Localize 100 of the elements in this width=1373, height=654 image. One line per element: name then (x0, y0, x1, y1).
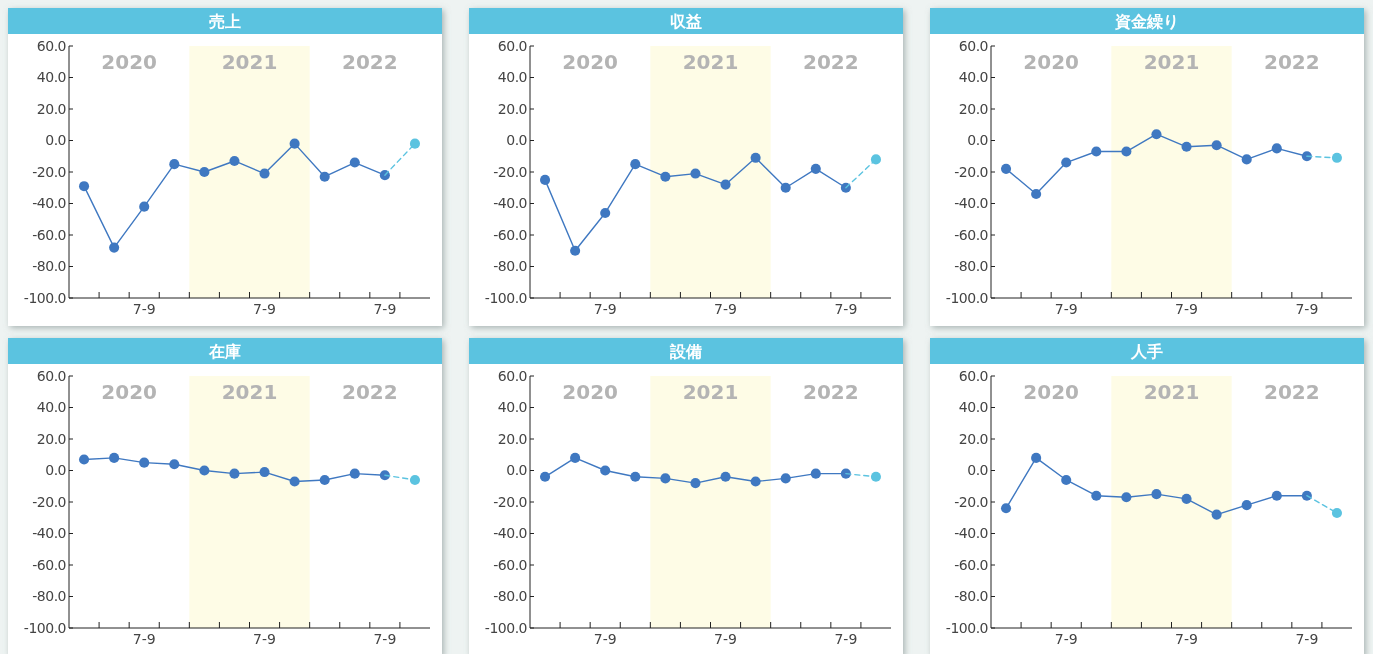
point (660, 473, 671, 484)
y-tick-label: -20.0 (954, 493, 988, 510)
y-tick-label: -100.0 (23, 619, 66, 636)
y-tick-label: 20.0 (36, 100, 66, 117)
annotation: 2022 (342, 380, 398, 404)
point (1331, 507, 1342, 519)
y-tick-label: -60.0 (32, 226, 66, 243)
y-tick-label: -100.0 (484, 289, 527, 306)
point (690, 168, 701, 179)
annotation: 2020 (562, 380, 618, 404)
point (780, 473, 791, 484)
y-tick-label: -100.0 (23, 289, 66, 306)
point (810, 468, 821, 479)
x-tick-label: 7-9 (834, 301, 858, 317)
point (1241, 500, 1252, 511)
chart-title: 在庫 (208, 342, 241, 361)
y-tick-label: -20.0 (32, 493, 66, 510)
point (1151, 129, 1162, 140)
y-tick-label: -60.0 (954, 226, 988, 243)
point (349, 157, 360, 168)
annotation: 2020 (101, 380, 157, 404)
y-tick-label: -20.0 (32, 163, 66, 180)
y-tick-label: -60.0 (493, 556, 527, 573)
point (1211, 509, 1222, 520)
point (600, 207, 611, 218)
annotation: 2021 (221, 50, 278, 74)
point (720, 179, 731, 190)
annotation: 2022 (1264, 380, 1320, 404)
point (1331, 152, 1342, 163)
point (750, 152, 761, 163)
point (720, 471, 731, 482)
annotation: 2021 (221, 380, 278, 404)
y-tick-label: 20.0 (36, 430, 66, 447)
point (690, 478, 701, 489)
annotation: 2021 (1143, 380, 1200, 404)
y-tick-label: -80.0 (32, 588, 66, 605)
x-tick-label: 7-9 (373, 631, 397, 647)
chart-title: 資金繰り (1114, 12, 1179, 31)
y-tick-label: -100.0 (945, 619, 988, 636)
point (409, 138, 420, 149)
y-tick-label: 60.0 (497, 367, 527, 384)
x-tick-label: 7-9 (1054, 301, 1078, 317)
x-tick-label: 7-9 (593, 301, 617, 317)
point (1091, 146, 1102, 157)
y-tick-label: -40.0 (32, 525, 66, 542)
x-tick-label: 7-9 (373, 301, 397, 317)
y-tick-label: 0.0 (967, 132, 988, 149)
point (570, 452, 581, 463)
point (259, 467, 270, 478)
y-tick-label: -40.0 (954, 525, 988, 542)
y-tick-label: -40.0 (954, 195, 988, 212)
y-tick-label: 60.0 (36, 367, 66, 384)
point (1001, 163, 1012, 174)
x-tick-label: 7-9 (1295, 631, 1319, 647)
y-tick-label: 40.0 (497, 69, 527, 86)
y-tick-label: -80.0 (32, 258, 66, 275)
point (1091, 490, 1102, 501)
y-tick-label: 20.0 (497, 430, 527, 447)
point (139, 457, 150, 468)
point (229, 468, 240, 479)
y-tick-label: 0.0 (45, 462, 66, 479)
x-tick-label: 7-9 (1175, 301, 1198, 317)
y-tick-label: -60.0 (32, 556, 66, 573)
point (229, 155, 240, 167)
annotation: 2020 (101, 50, 157, 74)
point (379, 170, 390, 181)
point (199, 465, 210, 476)
y-tick-label: -100.0 (484, 619, 527, 636)
annotation: 2020 (562, 50, 618, 74)
x-tick-label: 7-9 (714, 301, 737, 317)
point (660, 171, 671, 182)
point (1001, 503, 1012, 514)
y-tick-label: 60.0 (36, 37, 66, 54)
y-tick-label: 0.0 (45, 132, 66, 149)
y-tick-label: -40.0 (493, 525, 527, 542)
y-tick-label: 20.0 (497, 100, 527, 117)
y-tick-label: -100.0 (945, 289, 988, 306)
y-tick-label: 40.0 (497, 399, 527, 416)
point (540, 471, 551, 482)
x-tick-label: 7-9 (714, 631, 737, 647)
point (139, 201, 150, 212)
point (1121, 146, 1132, 157)
point (1301, 151, 1312, 162)
y-tick-label: 40.0 (958, 399, 988, 416)
point (109, 242, 120, 253)
y-tick-label: 40.0 (36, 69, 66, 86)
y-tick-label: -40.0 (493, 195, 527, 212)
y-tick-label: 60.0 (497, 37, 527, 54)
y-tick-label: -80.0 (493, 588, 527, 605)
point (409, 474, 420, 485)
x-tick-label: 7-9 (593, 631, 617, 647)
annotation: 2022 (342, 50, 398, 74)
y-tick-label: 60.0 (958, 37, 988, 54)
point (1121, 492, 1132, 503)
chart-title: 人手 (1130, 342, 1163, 361)
y-tick-label: -20.0 (954, 163, 988, 180)
point (870, 471, 881, 482)
point (780, 182, 791, 193)
point (630, 471, 641, 482)
point (1211, 140, 1222, 151)
